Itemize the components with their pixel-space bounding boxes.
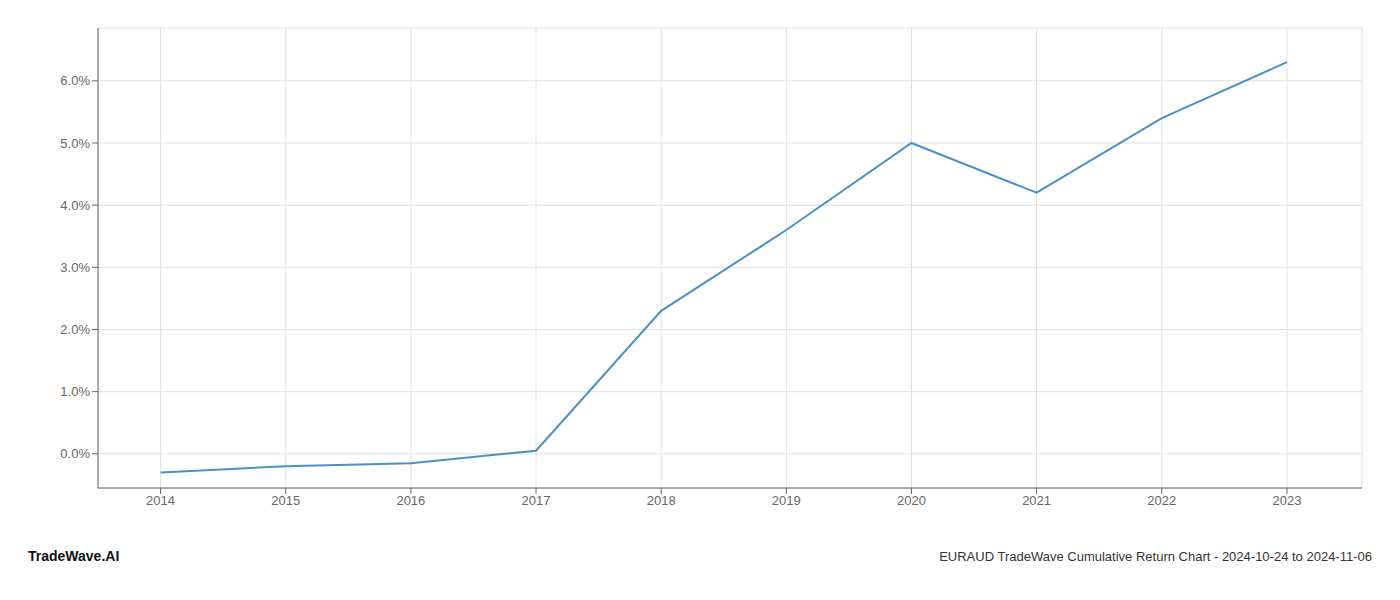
html-text:EURAUD TradeWave Cumulative Re: EURAUD TradeWave Cumulative Return Chart… xyxy=(939,549,1372,564)
svg-text:2014: 2014 xyxy=(146,493,175,508)
svg-text:1.0%: 1.0% xyxy=(60,384,90,399)
svg-text:5.0%: 5.0% xyxy=(60,136,90,151)
svg-text:2021: 2021 xyxy=(1022,493,1051,508)
svg-text:2023: 2023 xyxy=(1272,493,1301,508)
svg-text:2018: 2018 xyxy=(647,493,676,508)
svg-text:4.0%: 4.0% xyxy=(60,198,90,213)
svg-text:6.0%: 6.0% xyxy=(60,73,90,88)
svg-text:2015: 2015 xyxy=(271,493,300,508)
html-text:TradeWave.AI: TradeWave.AI xyxy=(28,548,120,564)
svg-text:2016: 2016 xyxy=(396,493,425,508)
svg-text:2020: 2020 xyxy=(897,493,926,508)
svg-text:2019: 2019 xyxy=(772,493,801,508)
svg-text:2017: 2017 xyxy=(522,493,551,508)
svg-text:0.0%: 0.0% xyxy=(60,446,90,461)
svg-text:2.0%: 2.0% xyxy=(60,322,90,337)
svg-text:3.0%: 3.0% xyxy=(60,260,90,275)
svg-text:2022: 2022 xyxy=(1147,493,1176,508)
